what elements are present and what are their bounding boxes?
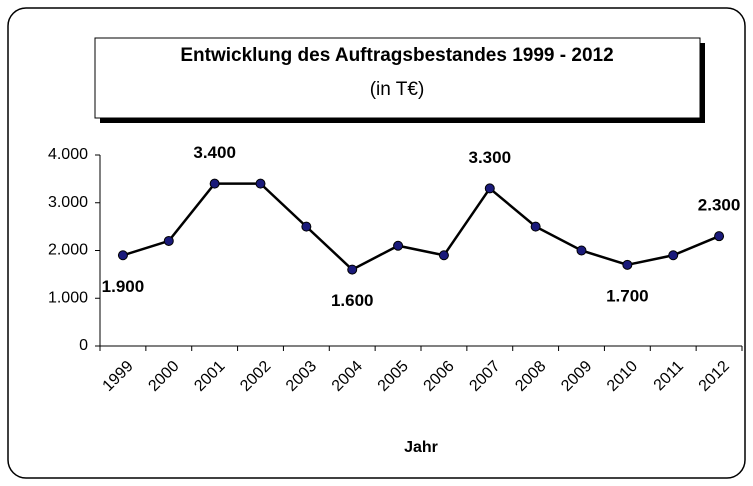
data-point (163, 235, 174, 246)
data-label: 1.600 (331, 291, 374, 310)
data-point (438, 250, 449, 261)
y-tick-label: 3.000 (48, 194, 88, 211)
data-point (530, 221, 541, 232)
data-point (301, 221, 312, 232)
y-tick-label: 1.000 (48, 289, 88, 306)
data-label: 3.400 (193, 143, 236, 162)
data-label: 1.700 (606, 286, 649, 305)
data-point (393, 240, 404, 251)
data-label: 1.900 (102, 277, 145, 296)
data-point (668, 250, 679, 261)
y-tick-label: 0 (79, 337, 88, 354)
data-point (622, 259, 633, 270)
chart-title: Entwicklung des Auftragsbestandes 1999 -… (180, 45, 613, 66)
data-point (576, 245, 587, 256)
y-tick-label: 4.000 (48, 146, 88, 163)
data-line (122, 182, 720, 272)
data-label: 3.300 (469, 148, 512, 167)
data-label: 2.300 (698, 196, 741, 215)
y-tick-label: 2.000 (48, 242, 88, 259)
chart-subtitle: (in T€) (370, 79, 425, 100)
chart-frame (7, 7, 746, 479)
data-point (117, 250, 128, 261)
data-point (714, 231, 725, 242)
data-point (484, 183, 495, 194)
data-point (347, 264, 358, 275)
x-axis-label: Jahr (404, 439, 438, 456)
data-point (209, 178, 220, 189)
data-point (255, 178, 266, 189)
title-box (94, 37, 701, 119)
